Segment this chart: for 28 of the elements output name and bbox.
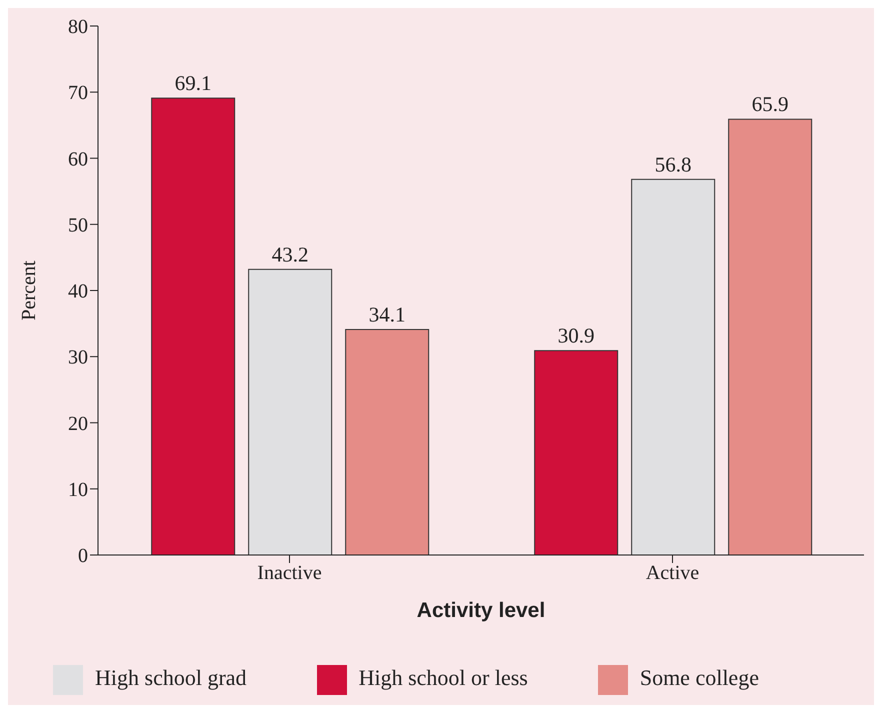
- data-label: 30.9: [558, 324, 594, 348]
- y-tick-label: 60: [68, 148, 88, 170]
- y-tick-label: 20: [68, 412, 88, 435]
- data-label: 69.1: [174, 71, 212, 96]
- x-tick-label: Inactive: [257, 562, 322, 584]
- y-tick-label: 70: [68, 82, 88, 104]
- x-axis-title: Activity level: [416, 599, 546, 622]
- bar: [248, 268, 332, 555]
- y-tick-label: 30: [68, 346, 88, 369]
- y-tick-label: 40: [68, 280, 88, 303]
- bar: [534, 350, 618, 555]
- bar: [151, 98, 236, 555]
- legend-label: Some college: [640, 665, 759, 690]
- y-tick-label: 0: [78, 545, 88, 568]
- data-label: 65.9: [752, 92, 788, 116]
- bar: [728, 118, 812, 555]
- legend-label: High school or less: [358, 665, 528, 690]
- y-tick-label: 50: [68, 214, 88, 236]
- y-tick-label: 80: [68, 16, 88, 38]
- data-label: 34.1: [368, 302, 406, 327]
- x-tick-label: Active: [646, 562, 700, 584]
- bar: [345, 329, 430, 555]
- y-tick-label: 10: [68, 478, 88, 501]
- data-label: 56.8: [654, 152, 692, 176]
- bar: [631, 178, 716, 555]
- data-label: 43.2: [272, 242, 308, 266]
- y-axis-title: Percent: [18, 260, 40, 320]
- legend-label: High school grad: [95, 665, 247, 690]
